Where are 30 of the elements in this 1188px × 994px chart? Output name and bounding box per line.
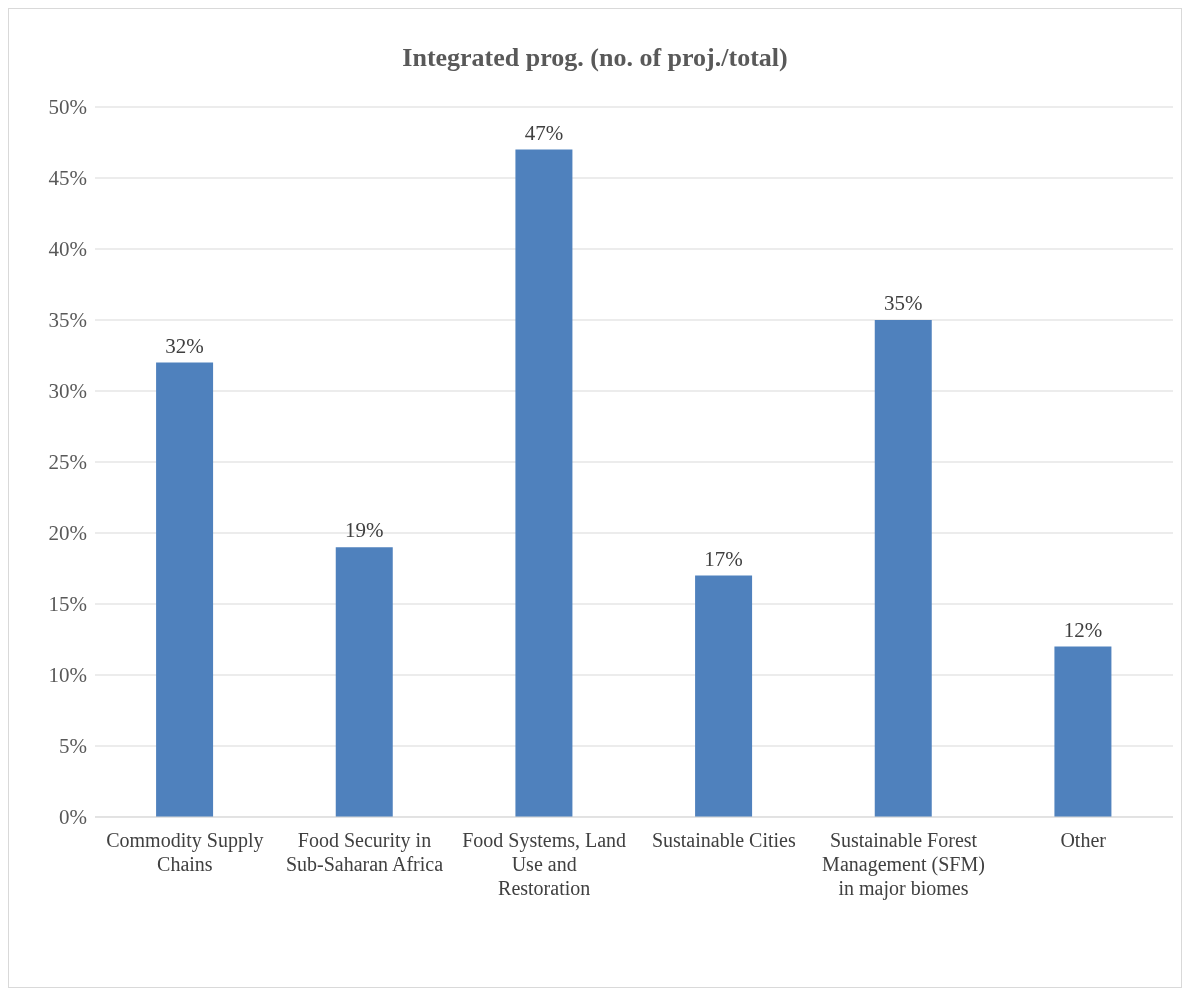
x-tick-label: Sustainable Cities: [651, 829, 796, 851]
chart-title: Integrated prog. (no. of proj./total): [401, 42, 789, 74]
x-tick-label: Sustainable Forest Management (SFM) in major biomes: [822, 829, 985, 900]
y-tick-label: 10%: [48, 663, 87, 688]
y-tick-label: 50%: [48, 95, 87, 120]
data-label: 32%: [165, 333, 204, 358]
y-tick-label: 30%: [48, 379, 87, 404]
y-tick-label: 0%: [59, 805, 87, 830]
y-tick-label: 15%: [48, 592, 87, 617]
y-tick-label: 5%: [59, 734, 87, 759]
data-label: 17%: [704, 546, 743, 571]
y-tick-label: 25%: [48, 450, 87, 475]
bar: [1054, 646, 1112, 817]
x-tick-label: Food Systems, Land Use and Restoration: [462, 829, 627, 899]
y-tick-label: 20%: [48, 521, 87, 546]
bar: [156, 362, 214, 817]
data-label: 47%: [524, 120, 564, 145]
bar: [335, 547, 393, 817]
data-label: 35%: [884, 291, 923, 315]
y-tick-label: 45%: [48, 166, 87, 191]
bar: [515, 149, 573, 817]
y-tick-label: 35%: [48, 308, 87, 333]
data-label: 12%: [1063, 617, 1103, 642]
x-tick-label: Other: [1060, 829, 1107, 851]
bar: [874, 320, 932, 817]
bar: [695, 575, 753, 817]
y-tick-label: 40%: [48, 237, 87, 262]
data-label: 19%: [345, 518, 384, 543]
x-tick-label: Commodity Supply Chains: [106, 829, 264, 875]
x-tick-label: Food Security in Sub-Saharan Africa: [285, 829, 444, 875]
